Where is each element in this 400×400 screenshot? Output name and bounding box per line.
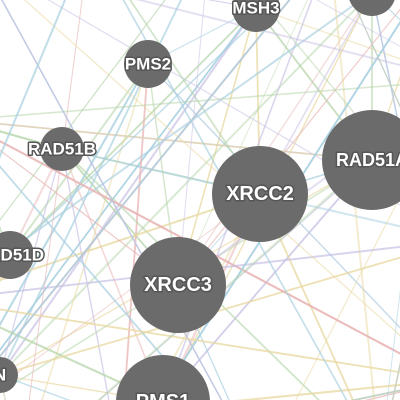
network-edge (136, 0, 400, 66)
network-edge (349, 389, 400, 400)
network-edge (295, 195, 400, 400)
network-edge (0, 63, 149, 327)
node-n-left[interactable]: N (0, 357, 18, 393)
node-circle[interactable] (212, 146, 308, 242)
network-edge (0, 0, 67, 159)
node-pms1[interactable]: PMS1 (116, 355, 210, 400)
network-edge (177, 0, 308, 286)
network-edge (23, 0, 400, 337)
network-edge (373, 0, 400, 135)
node-label: RAD51B (28, 140, 96, 159)
node-top-right[interactable] (348, 0, 396, 16)
node-pms2[interactable]: PMS2 (123, 40, 173, 88)
network-edge (255, 7, 400, 60)
node-rad51b[interactable]: RAD51B (26, 127, 98, 171)
node-circle[interactable] (0, 357, 18, 393)
node-circle[interactable] (0, 231, 34, 279)
node-label: PMS2 (125, 55, 171, 74)
network-edge (315, 0, 400, 48)
node-msh3[interactable]: MSH3 (231, 0, 281, 32)
network-edge (0, 193, 261, 387)
network-edge (0, 0, 366, 376)
network-edge (0, 0, 183, 376)
node-circle[interactable] (322, 110, 400, 210)
network-edge (0, 256, 400, 376)
node-rad51a[interactable]: RAD51A (322, 110, 400, 210)
node-label: RAD51D (0, 246, 44, 265)
network-edge (0, 0, 166, 222)
network-edge (364, 391, 400, 400)
network-edge (177, 122, 400, 286)
network-edge (259, 193, 354, 400)
node-rad51d[interactable]: RAD51D (0, 231, 46, 279)
node-circle[interactable] (232, 0, 280, 32)
network-edge (0, 308, 400, 374)
node-circle[interactable] (40, 127, 84, 171)
network-edge (61, 148, 110, 400)
network-edge (0, 165, 202, 400)
network-edge (234, 383, 400, 400)
node-xrcc3[interactable]: XRCC3 (130, 237, 226, 333)
node-circle[interactable] (348, 0, 396, 16)
network-edge (351, 0, 400, 108)
network-edge (9, 7, 257, 256)
network-edge (0, 374, 71, 400)
network-edge (351, 0, 400, 108)
network-edge (28, 0, 83, 400)
network-edge (177, 8, 400, 286)
node-circle[interactable] (130, 237, 226, 333)
node-label: N (0, 366, 6, 385)
network-edge (259, 0, 400, 170)
node-label: RAD51A (336, 150, 400, 170)
node-label: MSH3 (232, 0, 279, 18)
node-xrcc2[interactable]: XRCC2 (212, 146, 308, 242)
network-edge (0, 193, 261, 282)
network-edge (0, 7, 257, 376)
node-circle[interactable] (116, 355, 210, 400)
network-edge (163, 159, 373, 400)
network-edge (392, 362, 400, 400)
network-edge (386, 288, 400, 400)
network-edge (177, 0, 205, 286)
network-edge (129, 0, 261, 195)
network-edge (0, 7, 257, 351)
network-edge (0, 84, 400, 118)
node-label: XRCC3 (144, 274, 212, 296)
node-circle[interactable] (124, 40, 172, 88)
node-label: XRCC2 (226, 183, 294, 205)
network-edge (1, 0, 223, 400)
node-label: PMS1 (136, 391, 190, 400)
network-edge (177, 0, 368, 286)
